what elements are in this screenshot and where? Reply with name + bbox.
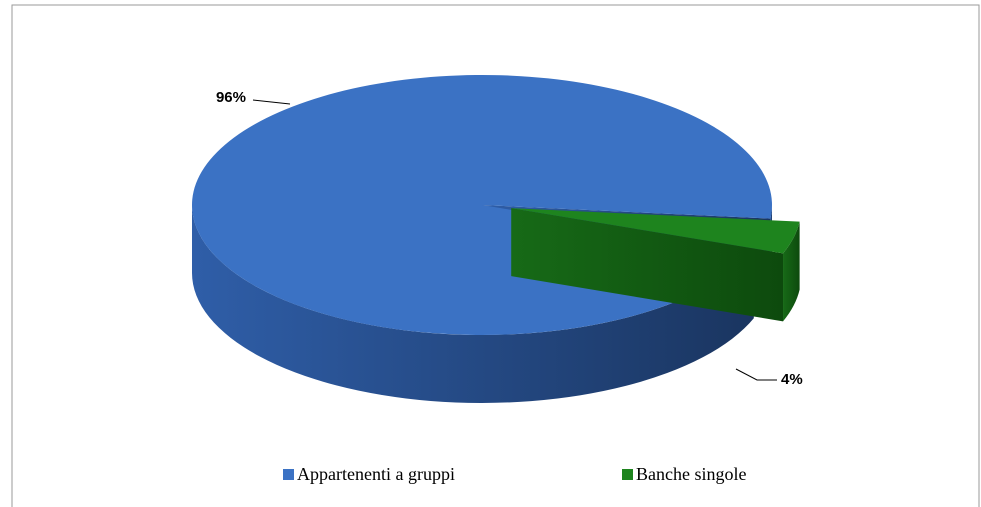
data-label: 96%: [216, 89, 246, 106]
legend-swatch: [283, 469, 294, 480]
data-label: 4%: [781, 371, 803, 388]
chart-frame: [11, 4, 980, 507]
leader-line: [735, 368, 777, 381]
slice-side: [783, 221, 800, 322]
legend-swatch: [622, 469, 633, 480]
pie-slice: [511, 208, 800, 254]
legend-label: Appartenenti a gruppi: [297, 464, 455, 484]
legend-label: Banche singole: [636, 464, 746, 484]
slice-side: [192, 205, 754, 403]
leader-line: [252, 99, 291, 105]
slice-cut-face: [511, 208, 784, 322]
